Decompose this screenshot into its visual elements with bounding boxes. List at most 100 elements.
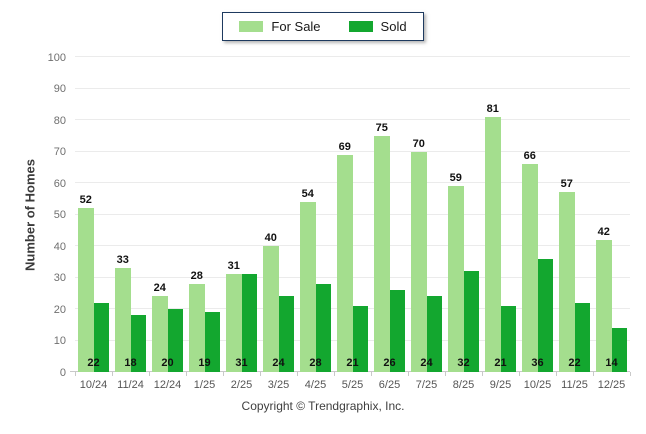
x-axis-tick-label: 3/25 bbox=[267, 379, 290, 391]
for-sale-value-label: 57 bbox=[560, 178, 573, 191]
sold-value-label: 36 bbox=[531, 357, 544, 369]
x-axis-tick-label: 1/25 bbox=[193, 379, 216, 391]
legend: For Sale Sold bbox=[0, 12, 646, 41]
x-axis-tick bbox=[408, 372, 409, 376]
for-sale-value-label: 40 bbox=[264, 232, 277, 244]
bar-for-sale: 54 bbox=[300, 188, 316, 372]
y-axis-tick-label: 50 bbox=[53, 209, 66, 221]
x-axis-tick-label: 2/25 bbox=[230, 379, 253, 391]
x-axis-tick bbox=[556, 372, 557, 376]
bar-for-sale: 42 bbox=[596, 226, 612, 372]
for-sale-value-label: 42 bbox=[597, 225, 610, 238]
bar-for-sale: 66 bbox=[522, 150, 538, 372]
gridline bbox=[75, 56, 630, 57]
x-axis-tick-label: 8/25 bbox=[452, 379, 475, 391]
bar-sold bbox=[537, 258, 553, 372]
for-sale-value-label: 66 bbox=[523, 150, 536, 163]
for-sale-value-label: 81 bbox=[486, 102, 499, 115]
x-axis-tick bbox=[519, 372, 520, 376]
for-sale-value-label: 75 bbox=[375, 121, 388, 134]
legend-item-sold: Sold bbox=[348, 19, 407, 34]
sold-value-label: 24 bbox=[420, 357, 433, 369]
bar-groups: 52 22 10/24 33 18 11/24 24 20 12/24 28 19 1/25 31 31 2… bbox=[75, 57, 630, 391]
bar-group: 81 21 9/25 bbox=[482, 57, 519, 391]
x-axis-tick bbox=[186, 372, 187, 376]
bar-for-sale: 24 bbox=[152, 282, 168, 372]
bar-for-sale: 57 bbox=[559, 178, 575, 372]
gridline bbox=[75, 87, 630, 89]
for-sale-value-label: 33 bbox=[116, 254, 129, 267]
for-sale-value-label: 54 bbox=[301, 187, 314, 200]
gridline bbox=[75, 182, 630, 183]
x-axis-tick bbox=[334, 372, 335, 376]
x-axis-tick-label: 6/25 bbox=[378, 379, 401, 391]
bar-for-sale: 70 bbox=[411, 138, 427, 372]
x-axis-tick bbox=[112, 372, 113, 376]
bar-group: 33 18 11/24 bbox=[112, 57, 149, 391]
bar-group: 54 28 4/25 bbox=[297, 57, 334, 391]
bar-sold bbox=[611, 327, 627, 372]
x-axis-tick bbox=[630, 372, 631, 376]
for-sale-value-label: 70 bbox=[412, 137, 425, 150]
bar-group: 52 22 10/24 bbox=[75, 57, 112, 391]
y-axis-tick-label: 20 bbox=[53, 303, 66, 316]
sold-value-label: 31 bbox=[235, 357, 248, 369]
bar-group: 75 26 6/25 bbox=[371, 57, 408, 391]
plot-area: 0 10 20 30 40 50 60 70 80 90 100 52 22 10/24 33 18 11/24… bbox=[48, 52, 631, 391]
y-axis-tick-label: 30 bbox=[53, 272, 66, 284]
legend-label: For Sale bbox=[271, 19, 321, 34]
x-axis-tick-label: 9/25 bbox=[489, 379, 512, 391]
bar-group: 28 19 1/25 bbox=[186, 57, 223, 391]
x-axis-tick-label: 5/25 bbox=[341, 379, 364, 391]
sold-value-label: 28 bbox=[309, 357, 322, 369]
sold-value-label: 22 bbox=[568, 357, 581, 369]
y-axis-tick-label: 0 bbox=[59, 366, 66, 379]
footer-copyright: Copyright © Trendgraphix, Inc. bbox=[241, 399, 405, 413]
bar-for-sale: 75 bbox=[374, 122, 390, 372]
bar-sold bbox=[241, 274, 257, 372]
sold-value-label: 32 bbox=[457, 357, 470, 369]
bar-sold bbox=[93, 302, 109, 372]
bar-sold bbox=[426, 296, 442, 372]
x-axis-tick-label: 10/24 bbox=[79, 379, 108, 391]
bar-sold bbox=[167, 309, 183, 372]
bar-for-sale: 59 bbox=[448, 172, 464, 372]
legend-item-for-sale: For Sale bbox=[239, 19, 321, 34]
bar-group: 69 21 5/25 bbox=[334, 57, 371, 391]
bar-for-sale: 69 bbox=[337, 141, 353, 372]
sold-value-label: 14 bbox=[605, 357, 618, 369]
for-sale-value-label: 52 bbox=[79, 194, 92, 207]
x-axis-tick bbox=[593, 372, 594, 376]
sold-value-label: 26 bbox=[383, 357, 396, 369]
y-axis-tick-label: 40 bbox=[53, 240, 66, 253]
legend-box: For Sale Sold bbox=[222, 12, 424, 41]
legend-swatch-icon bbox=[348, 21, 373, 32]
legend-label: Sold bbox=[380, 19, 407, 34]
gridline bbox=[75, 150, 630, 152]
for-sale-value-label: 31 bbox=[227, 260, 240, 273]
for-sale-value-label: 24 bbox=[153, 282, 166, 295]
for-sale-value-label: 59 bbox=[449, 172, 462, 185]
gridline bbox=[75, 119, 630, 120]
for-sale-value-label: 28 bbox=[190, 269, 203, 282]
x-axis-tick bbox=[445, 372, 446, 376]
x-axis-tick-label: 11/25 bbox=[561, 379, 588, 391]
x-axis-tick-label: 12/24 bbox=[153, 379, 182, 391]
bar-sold bbox=[500, 305, 516, 372]
x-axis-tick bbox=[482, 372, 483, 376]
legend-swatch-icon bbox=[239, 21, 264, 32]
bar-sold bbox=[130, 315, 146, 372]
bar-sold bbox=[315, 283, 331, 372]
y-axis-tick-label: 70 bbox=[53, 146, 66, 158]
bar-for-sale: 52 bbox=[78, 194, 94, 372]
x-axis-tick bbox=[297, 372, 298, 376]
for-sale-value-label: 69 bbox=[338, 140, 351, 153]
x-axis-tick-label: 4/25 bbox=[304, 379, 327, 391]
y-axis-tick-label: 10 bbox=[53, 335, 66, 347]
bar-sold bbox=[574, 302, 590, 372]
gridline bbox=[75, 276, 630, 278]
bar-group: 59 32 8/25 bbox=[445, 57, 482, 391]
bar-sold bbox=[352, 305, 368, 372]
gridline bbox=[75, 245, 630, 246]
